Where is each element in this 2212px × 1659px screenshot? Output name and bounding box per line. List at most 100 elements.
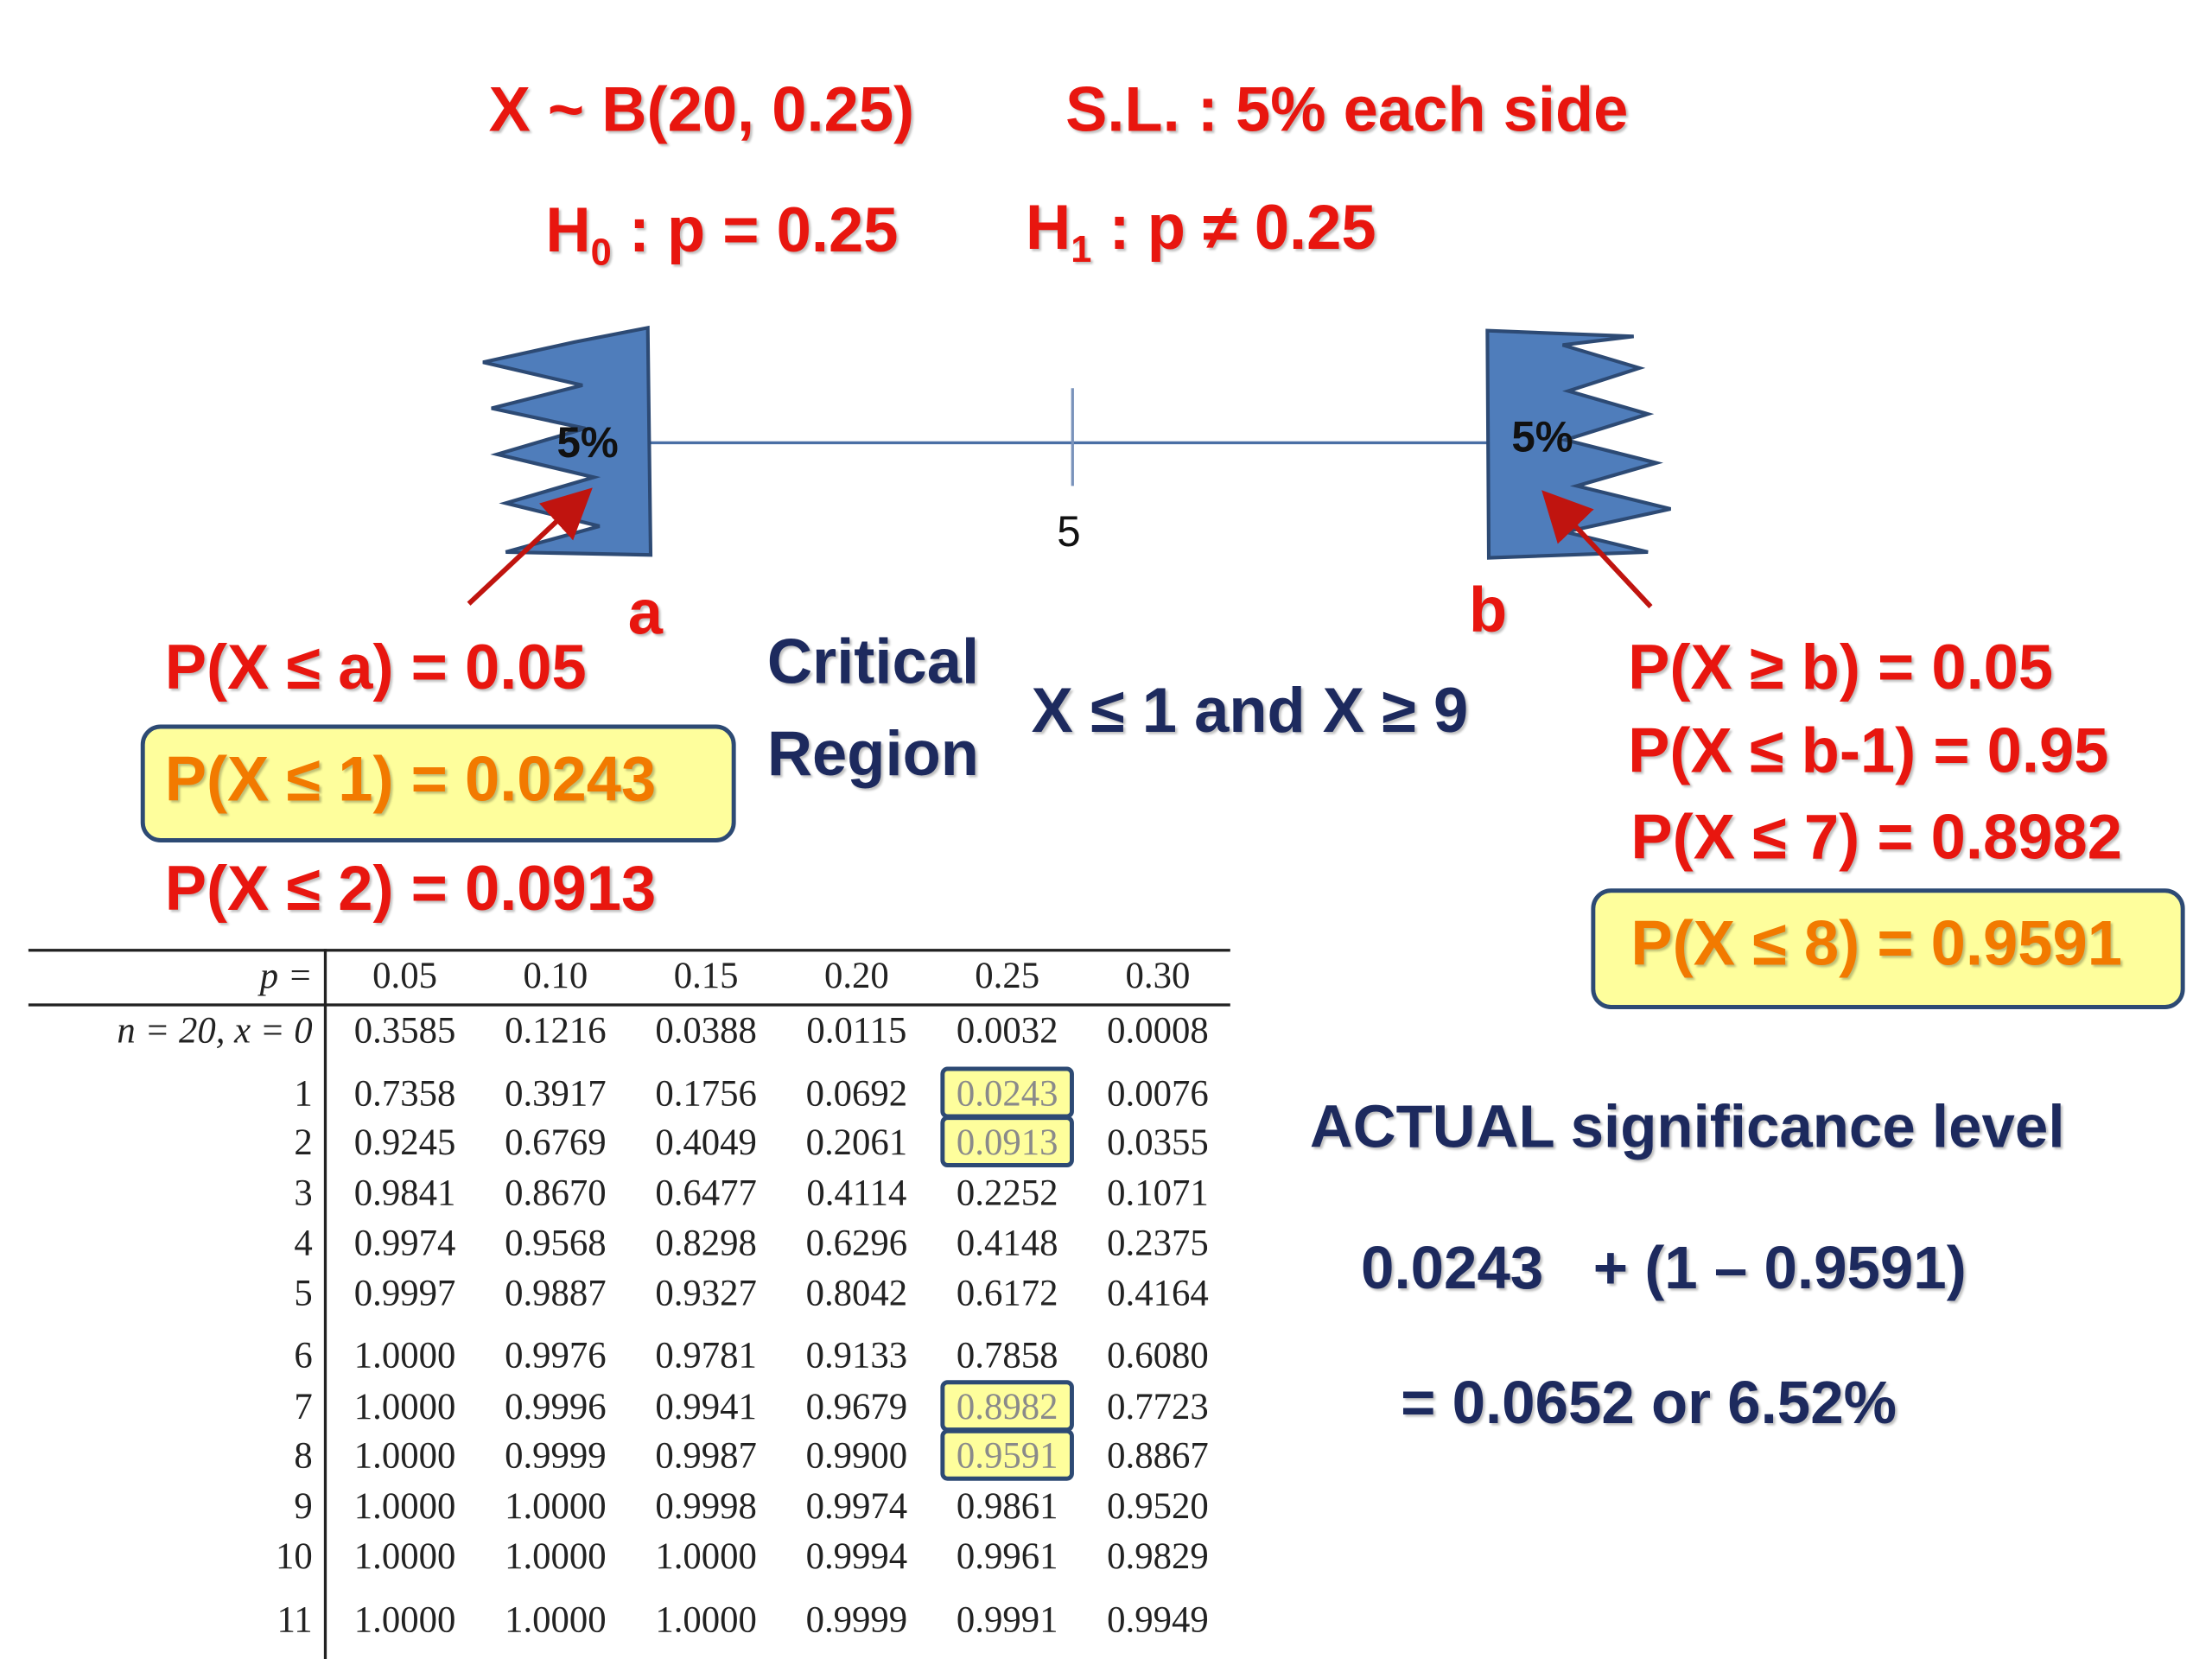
table-cell: 0.9987 xyxy=(655,1434,757,1477)
table-cell: 0.9999 xyxy=(505,1434,607,1477)
table-row-label: 6 xyxy=(294,1334,313,1376)
table-cell: 0.9949 xyxy=(1107,1599,1209,1641)
highlighted-cell xyxy=(940,1428,1074,1481)
table-cell: 0.6080 xyxy=(1107,1334,1209,1376)
table-row-label: 11 xyxy=(276,1599,313,1641)
table-cell: 0.2252 xyxy=(956,1171,1058,1214)
table-cell: 1.0000 xyxy=(505,1599,607,1641)
table-cell: 0.9996 xyxy=(505,1385,607,1428)
right-highlight-box xyxy=(1591,888,2185,1009)
table-cell: 0.0913 xyxy=(956,1121,1058,1164)
table-cell: 0.0032 xyxy=(956,1008,1058,1052)
highlighted-cell xyxy=(940,1116,1074,1168)
table-cell: 0.8982 xyxy=(956,1385,1058,1428)
table-cell: 0.1071 xyxy=(1107,1171,1209,1214)
right-prob-general: P(X ≥ b) = 0.05 xyxy=(1628,632,2054,703)
table-cell: 1.0000 xyxy=(353,1385,456,1428)
table-cell: 1.0000 xyxy=(353,1535,456,1578)
table-cell: 1.0000 xyxy=(353,1484,456,1527)
table-row-label: 4 xyxy=(294,1222,313,1264)
table-header-p: 0.05 xyxy=(372,954,437,997)
left-tail-label: 5% xyxy=(556,419,619,467)
table-cell: 0.9976 xyxy=(505,1334,607,1376)
left-tail-shape xyxy=(482,325,653,557)
actual-sl-expression: 0.0243 + (1 – 0.9591) xyxy=(1361,1233,1967,1301)
critical-region-value: X ≤ 1 and X ≥ 9 xyxy=(1031,675,1469,747)
table-cell: 0.9991 xyxy=(956,1599,1058,1641)
table-cell: 0.9679 xyxy=(805,1385,908,1428)
table-cell: 0.9568 xyxy=(505,1222,607,1264)
table-cell: 0.8670 xyxy=(505,1171,607,1214)
table-cell: 0.9829 xyxy=(1107,1535,1209,1578)
marker-b: b xyxy=(1468,575,1508,646)
table-cell: 0.9994 xyxy=(805,1535,908,1578)
right-prob-highlight: P(X ≤ 8) = 0.9591 xyxy=(1630,908,2122,980)
center-tick-label: 5 xyxy=(1057,508,1081,556)
table-cell: 0.9900 xyxy=(805,1434,908,1477)
table-cell: 0.9133 xyxy=(805,1334,908,1376)
table-vertical-rule xyxy=(323,949,327,1659)
left-prob-general: P(X ≤ a) = 0.05 xyxy=(164,632,587,703)
table-row-label: 9 xyxy=(294,1484,313,1527)
table-cell: 0.7858 xyxy=(956,1334,1058,1376)
right-tail-shape xyxy=(1485,328,1671,560)
table-cell: 0.7358 xyxy=(353,1072,456,1115)
left-highlight-box xyxy=(140,724,736,842)
table-cell: 0.9974 xyxy=(353,1222,456,1264)
table-cell: 1.0000 xyxy=(353,1434,456,1477)
table-cell: 1.0000 xyxy=(353,1599,456,1641)
marker-a: a xyxy=(627,577,663,649)
table-cell: 0.0008 xyxy=(1107,1008,1209,1052)
table-cell: 0.0692 xyxy=(805,1072,908,1115)
table-cell: 0.7723 xyxy=(1107,1385,1209,1428)
table-cell: 0.9998 xyxy=(655,1484,757,1527)
table-cell: 0.4164 xyxy=(1107,1272,1209,1314)
table-cell: 0.0388 xyxy=(655,1008,757,1052)
table-cell: 0.6477 xyxy=(655,1171,757,1214)
left-prob-highlight: P(X ≤ 1) = 0.0243 xyxy=(164,744,657,816)
table-cell: 0.9781 xyxy=(655,1334,757,1376)
table-cell: 0.9520 xyxy=(1107,1484,1209,1527)
table-cell: 0.4049 xyxy=(655,1121,757,1164)
table-cell: 0.1216 xyxy=(505,1008,607,1052)
table-cell: 0.0355 xyxy=(1107,1121,1209,1164)
critical-region-title-2: Region xyxy=(766,718,979,790)
table-cell: 0.9887 xyxy=(505,1272,607,1314)
significance-level-text: S.L. : 5% each side xyxy=(1065,74,1629,146)
distribution-text: X ~ B(20, 0.25) xyxy=(488,74,915,146)
table-header-p: 0.10 xyxy=(523,954,588,997)
table-cell: 0.0115 xyxy=(806,1008,907,1052)
table-cell: 0.3917 xyxy=(505,1072,607,1115)
critical-region-title-1: Critical xyxy=(766,626,980,697)
table-cell: 0.1756 xyxy=(655,1072,757,1115)
table-cell: 0.9999 xyxy=(805,1599,908,1641)
table-row-label: n = 20, x = 0 xyxy=(117,1008,313,1052)
table-cell: 0.9591 xyxy=(956,1434,1058,1477)
table-row-label: 1 xyxy=(294,1072,313,1115)
table-row-label: 7 xyxy=(294,1385,313,1428)
table-header-p: 0.30 xyxy=(1125,954,1191,997)
left-arrow xyxy=(467,487,593,606)
table-cell: 0.9245 xyxy=(353,1121,456,1164)
table-cell: 0.0076 xyxy=(1107,1072,1209,1115)
table-row-label: 3 xyxy=(294,1171,313,1214)
table-cell: 1.0000 xyxy=(505,1535,607,1578)
table-cell: 1.0000 xyxy=(655,1535,757,1578)
table-cell: 0.9941 xyxy=(655,1385,757,1428)
table-cell: 1.0000 xyxy=(505,1484,607,1527)
actual-sl-result: = 0.0652 or 6.52% xyxy=(1401,1368,1897,1437)
table-cell: 0.4114 xyxy=(806,1171,907,1214)
right-arrow xyxy=(1541,490,1653,609)
table-cell: 1.0000 xyxy=(655,1599,757,1641)
table-header-p: 0.15 xyxy=(673,954,739,997)
table-header-p: 0.25 xyxy=(975,954,1040,997)
binomial-table: p = 0.05 0.10 0.15 0.20 0.25 0.30 n = 20, x = 0… xyxy=(28,949,1230,1659)
alternative-hypothesis: H1 : p ≠ 0.25 xyxy=(1026,192,1376,271)
table-row-label: 2 xyxy=(294,1121,313,1164)
table-cell: 0.9861 xyxy=(956,1484,1058,1527)
table-cell: 0.8867 xyxy=(1107,1434,1209,1477)
table-cell: 0.6172 xyxy=(956,1272,1058,1314)
table-header-rule xyxy=(28,1003,1230,1007)
table-cell: 0.8042 xyxy=(805,1272,908,1314)
